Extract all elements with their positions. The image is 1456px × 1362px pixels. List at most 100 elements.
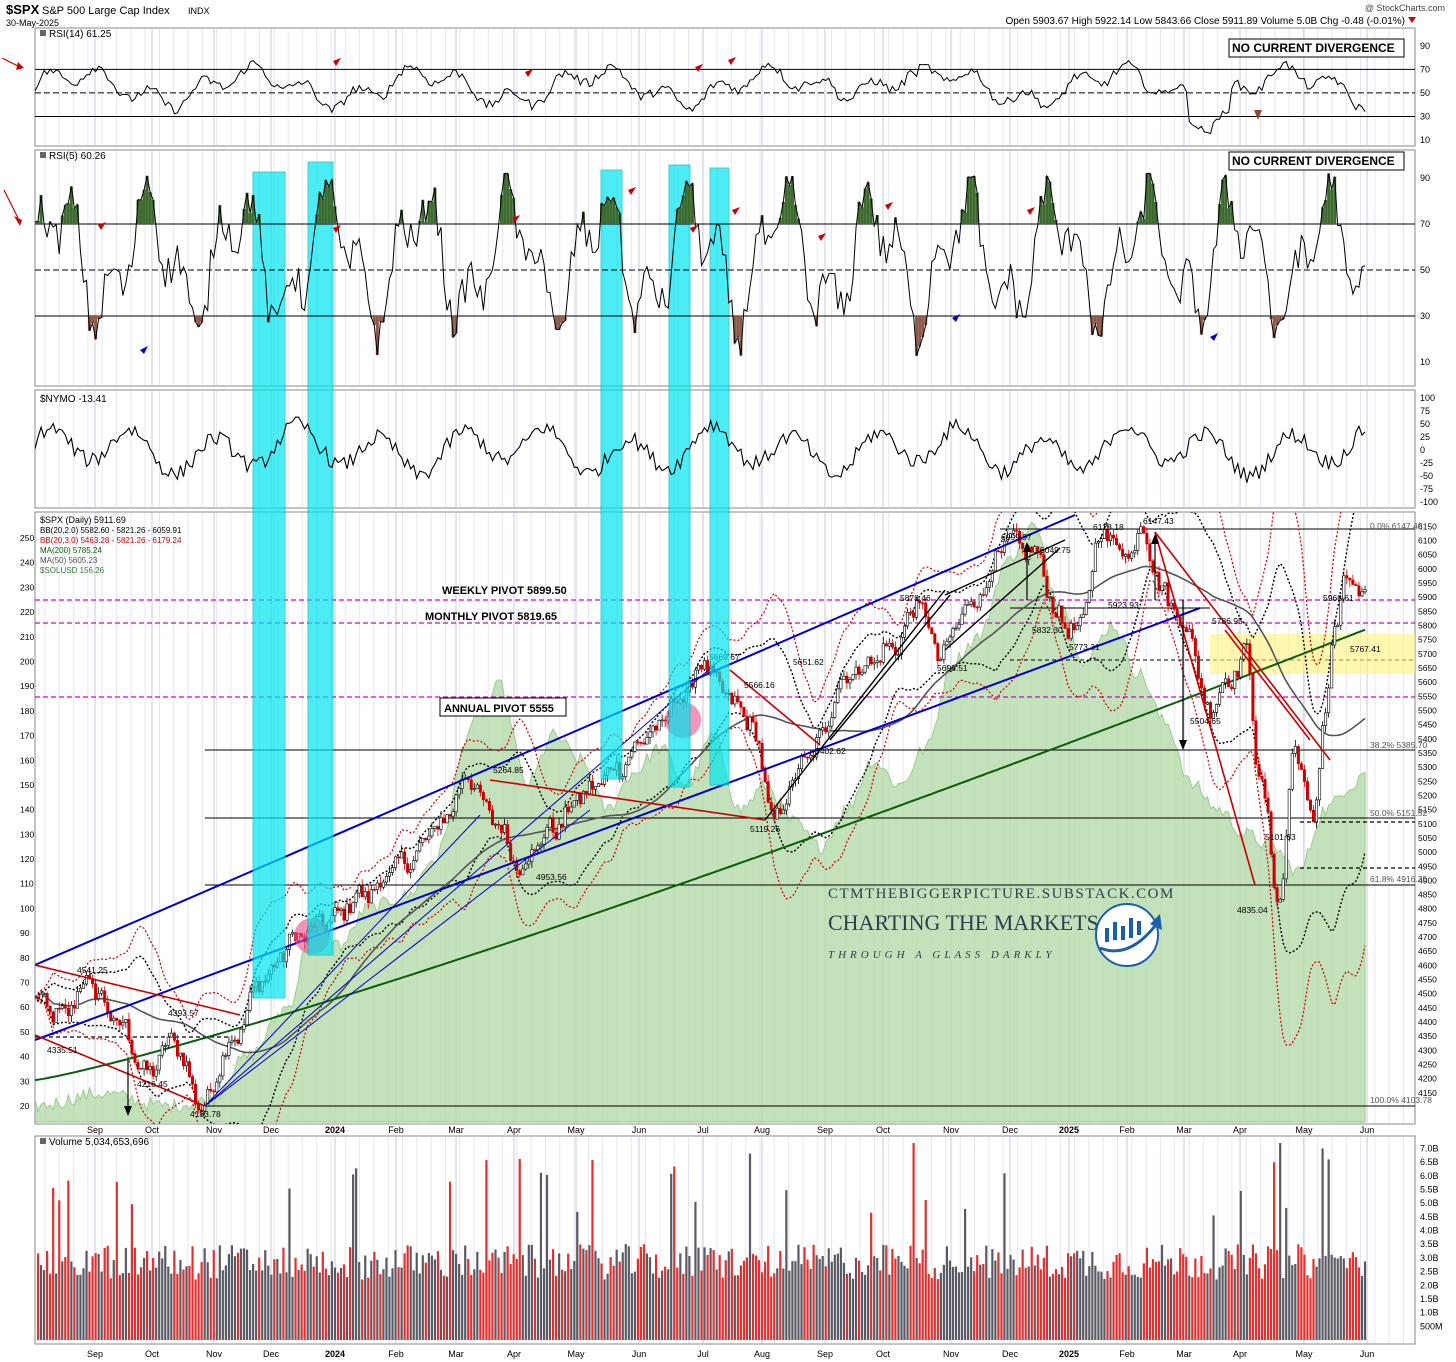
volume-bar	[842, 1262, 846, 1340]
volume-bar	[1212, 1215, 1215, 1340]
candle-body	[821, 727, 825, 731]
price-label: 5402.62	[815, 746, 846, 756]
volume-bar	[927, 1274, 930, 1340]
volume-bar	[1215, 1279, 1218, 1340]
volume-bar	[133, 1247, 137, 1340]
candle-body	[1351, 579, 1355, 585]
candle-body	[400, 851, 404, 859]
candle-body	[154, 1069, 158, 1077]
volume-bar	[715, 1269, 718, 1340]
volume-x-tick: Dec	[1002, 1349, 1019, 1359]
volume-bar	[624, 1244, 627, 1340]
annual-pivot-box	[439, 697, 567, 717]
volume-bar	[1018, 1267, 1021, 1340]
price-tick: 5350	[1418, 748, 1437, 758]
volume-bar	[464, 1245, 467, 1340]
volume-bar	[527, 1244, 530, 1340]
candle-body	[1302, 769, 1306, 782]
volume-bar	[709, 1248, 712, 1340]
candle-body	[1212, 712, 1216, 719]
price-tick: 5300	[1418, 762, 1437, 772]
price-tick: 4450	[1418, 1003, 1437, 1013]
volume-bar	[1100, 1271, 1103, 1340]
price-label: 6049.75	[1040, 545, 1071, 555]
candle-body	[1315, 799, 1319, 823]
price-tick: 5250	[1418, 776, 1437, 786]
candle-body	[1136, 533, 1140, 551]
volume-bar	[900, 1261, 903, 1340]
volume-bar	[567, 1253, 570, 1340]
volume-bar	[670, 1173, 673, 1340]
volume-bar	[482, 1272, 485, 1340]
candle-body	[197, 1103, 201, 1111]
volume-bar	[515, 1258, 518, 1340]
volume-bar	[1294, 1263, 1297, 1340]
volume-tick: 6.0B	[1420, 1171, 1439, 1181]
candle-body	[242, 1024, 246, 1030]
candle-body	[1093, 542, 1097, 572]
volume-bar	[551, 1249, 555, 1340]
candle-body	[945, 640, 949, 646]
price-x-tick: Feb	[1119, 1125, 1135, 1135]
price-tick: 5850	[1418, 606, 1437, 616]
price-tick: 5900	[1418, 592, 1437, 602]
candle-body	[439, 817, 443, 830]
volume-bar	[933, 1268, 936, 1340]
volume-bar	[827, 1248, 830, 1340]
candle-body	[1272, 853, 1276, 888]
candle-body	[130, 1040, 134, 1054]
candle-body	[1205, 702, 1209, 705]
solusd-tick: 80	[20, 953, 30, 963]
rsi5-labels: RSI(5) 60.26 NO CURRENT DIVERGENCE	[40, 151, 1405, 171]
down-arrow-icon	[124, 1106, 132, 1116]
candle-body	[942, 644, 946, 660]
candle-body	[799, 755, 803, 770]
volume-tick: 5.0B	[1420, 1198, 1439, 1208]
volume-bar	[433, 1259, 437, 1340]
volume-tick: 1.5B	[1420, 1294, 1439, 1304]
volume-bar	[506, 1246, 509, 1340]
candle-body	[354, 892, 358, 903]
volume-bar	[1273, 1162, 1276, 1340]
volume-bar	[1309, 1278, 1312, 1340]
candle-body	[948, 636, 952, 642]
volume-x-tick: 2024	[325, 1349, 345, 1359]
volume-bar	[1142, 1263, 1145, 1340]
candle-body	[557, 823, 561, 840]
volume-bar	[761, 1272, 764, 1340]
candle-body	[460, 778, 464, 789]
volume-bar	[473, 1269, 476, 1340]
candle-body	[593, 786, 597, 790]
candle-body	[1133, 550, 1137, 554]
volume-bar	[785, 1190, 788, 1340]
red-arrow-icon	[818, 233, 826, 241]
candle-body	[415, 850, 419, 861]
volume-bar	[139, 1267, 143, 1340]
price-x-tick: Jun	[632, 1125, 647, 1135]
price-tick: 4700	[1418, 932, 1437, 942]
channel-lower-line	[35, 607, 1201, 1041]
candle-body	[451, 811, 455, 817]
up-arrow-icon	[1151, 534, 1159, 544]
candle-body	[993, 550, 997, 572]
candle-body	[1102, 528, 1106, 539]
candle-body	[1169, 602, 1173, 607]
volume-bar	[727, 1251, 730, 1340]
up-arrow-icon	[1023, 542, 1031, 552]
volume-bar	[1260, 1278, 1264, 1340]
volume-bar	[379, 1274, 382, 1340]
volume-bar	[445, 1276, 449, 1340]
candle-body	[1308, 799, 1312, 811]
volume-bar	[297, 1270, 300, 1340]
resistance-line	[35, 1034, 206, 1107]
candle-body	[660, 719, 664, 722]
volume-bar	[461, 1274, 464, 1340]
volume-bar	[109, 1278, 112, 1340]
volume-bar	[73, 1267, 76, 1340]
volume-bar	[1200, 1255, 1203, 1340]
price-tick: 4650	[1418, 946, 1437, 956]
price-tick: 5650	[1418, 663, 1437, 673]
volume-x-tick: 2025	[1059, 1349, 1079, 1359]
volume-bar	[467, 1258, 470, 1340]
volume-bar	[1118, 1253, 1121, 1340]
